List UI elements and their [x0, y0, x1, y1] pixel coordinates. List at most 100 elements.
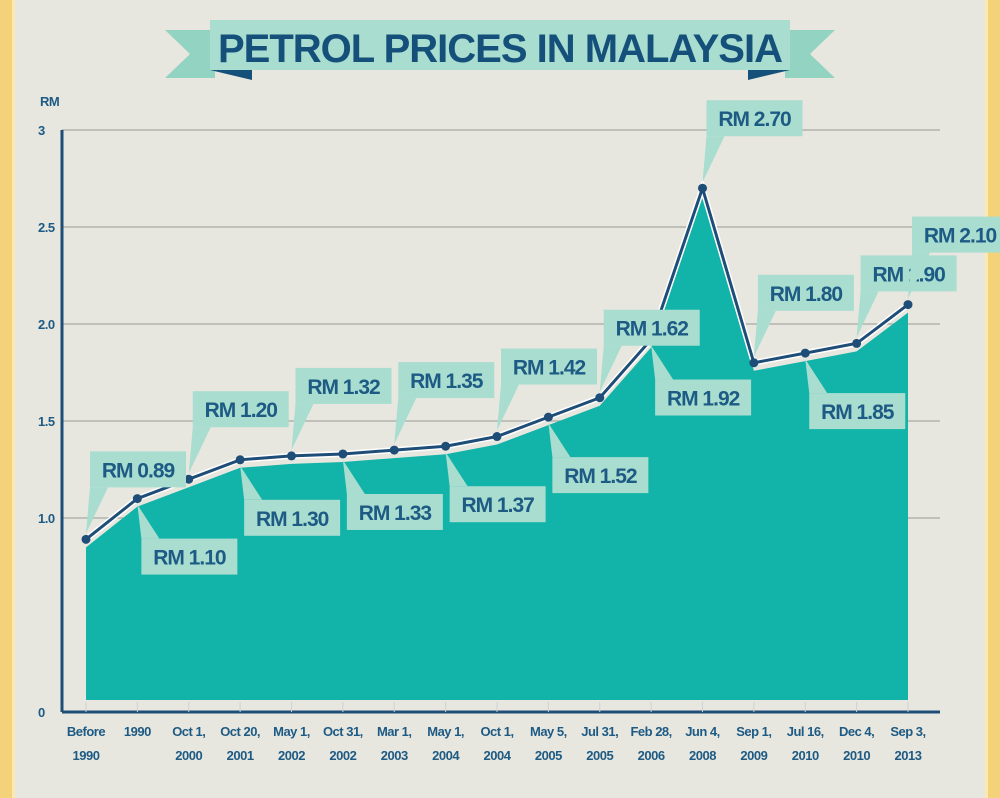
- label-pointer: [908, 252, 930, 299]
- banner-right-tail: [785, 30, 835, 78]
- x-tick-label: Jul 31,: [581, 724, 618, 739]
- label-pointer: [856, 291, 879, 338]
- banner-left-tail: [165, 30, 215, 78]
- y-tick-label: 2.0: [38, 317, 55, 332]
- label-pointer: [240, 465, 263, 500]
- data-point: [338, 449, 348, 459]
- x-tick-label: Oct 20,: [220, 724, 260, 739]
- data-label: RM 1.52: [564, 465, 637, 488]
- x-tick-label-year: 2009: [740, 748, 767, 763]
- data-label: RM 1.42: [513, 357, 586, 380]
- data-point: [595, 393, 605, 403]
- x-tick-label: Sep 3,: [890, 724, 925, 739]
- data-point: [800, 348, 810, 358]
- data-label-box: [398, 362, 495, 399]
- data-label-box: [706, 100, 803, 137]
- label-pointer: [137, 504, 160, 539]
- label-pointer: [86, 487, 108, 534]
- data-label: RM 1.10: [153, 547, 226, 570]
- x-tick-label: May 1,: [427, 724, 464, 739]
- data-label: RM 1.32: [307, 376, 380, 399]
- x-tick-label-year: 2004: [484, 748, 512, 763]
- data-label: RM 1.35: [410, 370, 484, 393]
- x-tick-label: Oct 1,: [172, 724, 205, 739]
- y-tick-label: 2.5: [38, 220, 55, 235]
- data-label: RM 1.20: [205, 399, 278, 422]
- x-tick-label-year: 2000: [175, 748, 202, 763]
- label-pointer: [188, 427, 211, 474]
- x-tick-label-year: 1990: [73, 748, 100, 763]
- data-label-box: [141, 538, 238, 575]
- y-tick-label: 1.0: [38, 511, 55, 526]
- x-tick-label: 1990: [124, 724, 151, 739]
- x-tick-label-year: 2005: [535, 748, 562, 763]
- x-tick-label-year: 2004: [432, 748, 460, 763]
- data-label-box: [552, 457, 649, 494]
- label-pointer: [651, 345, 674, 380]
- data-point: [492, 432, 502, 442]
- banner-left-fold: [210, 70, 252, 80]
- data-point: [698, 183, 707, 193]
- data-label-box: [346, 493, 443, 530]
- x-tick-label: Dec 4,: [839, 724, 874, 739]
- x-tick-label-year: 2003: [381, 748, 408, 763]
- x-tick-label-year: 2006: [638, 748, 665, 763]
- label-pointer: [342, 459, 365, 494]
- x-tick-label-year: 2010: [843, 748, 870, 763]
- data-label: RM 2.10: [924, 225, 997, 248]
- data-point: [132, 494, 142, 504]
- banner-ribbon: [210, 20, 790, 70]
- label-pointer: [599, 345, 622, 392]
- label-pointer: [394, 398, 417, 445]
- y-axis-label: RM: [40, 94, 59, 109]
- data-label-box: [244, 499, 341, 536]
- x-tick-label-year: 2001: [227, 748, 254, 763]
- y-tick-label: 3: [38, 123, 45, 138]
- data-label: RM 1.33: [359, 502, 432, 525]
- data-point: [235, 455, 245, 465]
- data-label-box: [860, 255, 957, 292]
- data-label-box: [90, 451, 186, 488]
- data-label-box: [655, 379, 752, 416]
- x-tick-label-year: 2010: [792, 748, 819, 763]
- x-tick-label: Before: [67, 724, 105, 739]
- data-label: RM 1.85: [821, 401, 895, 424]
- data-label-box: [912, 216, 1000, 253]
- x-tick-label: Oct 1,: [480, 724, 513, 739]
- data-point: [903, 300, 913, 310]
- banner-right-fold: [748, 70, 790, 80]
- label-pointer: [702, 136, 725, 183]
- data-label-box: [501, 348, 597, 385]
- data-point: [287, 451, 296, 461]
- x-tick-label: Sep 1,: [736, 724, 771, 739]
- chart-title: PETROL PRICES IN MALAYSIA: [218, 27, 782, 71]
- x-tick-label-year: 2002: [329, 748, 356, 763]
- label-pointer: [753, 310, 776, 357]
- label-pointer: [548, 423, 571, 458]
- label-pointer: [291, 403, 314, 450]
- x-tick-label-year: 2013: [895, 748, 922, 763]
- x-tick-label-year: 2005: [586, 748, 613, 763]
- data-point: [543, 412, 553, 422]
- x-tick-label: Jun 4,: [685, 724, 720, 739]
- data-label-box: [603, 309, 700, 346]
- label-pointer: [805, 359, 828, 394]
- data-label-box: [757, 274, 854, 311]
- label-pointer: [497, 384, 519, 431]
- data-label-box: [192, 391, 289, 428]
- price-area-fill: [86, 196, 908, 700]
- data-label: RM 2.70: [718, 108, 791, 131]
- data-label-box: [449, 486, 546, 523]
- x-tick-label: Jul 16,: [787, 724, 824, 739]
- data-label: RM 1.92: [667, 388, 740, 411]
- data-label: RM 1.80: [770, 283, 843, 306]
- data-point: [441, 441, 451, 451]
- x-tick-label: May 1,: [273, 724, 310, 739]
- data-label: RM 1.90: [872, 263, 945, 286]
- x-tick-label: Oct 31,: [323, 724, 363, 739]
- data-label: RM 0.89: [102, 459, 175, 482]
- x-tick-label: Feb 28,: [630, 724, 671, 739]
- data-label: RM 1.30: [256, 508, 329, 531]
- y-tick-label: 0: [38, 705, 45, 720]
